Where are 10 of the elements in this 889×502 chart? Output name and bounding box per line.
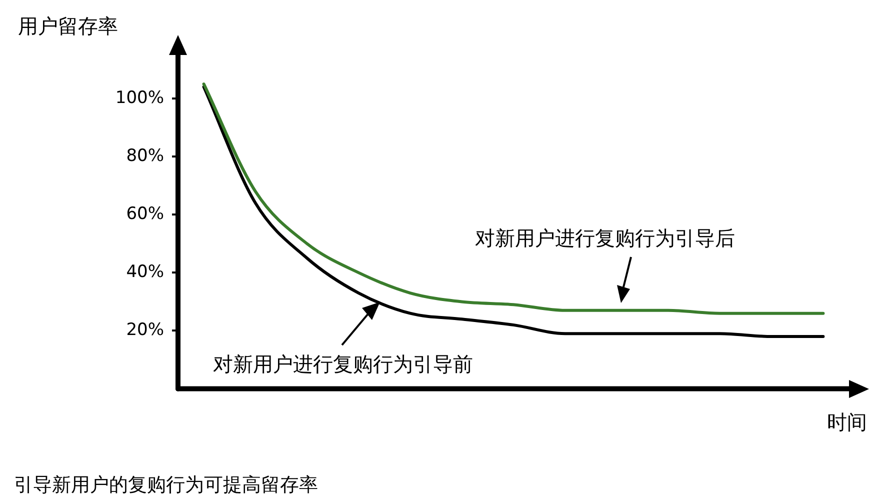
y-tick-label: 100%: [115, 88, 164, 108]
y-tick-label: 40%: [126, 262, 164, 282]
text: 引导新用户的复购行为可提高留存率: [14, 473, 318, 498]
y-tick-label: 60%: [126, 204, 164, 224]
x-axis-title: 时间: [827, 410, 867, 434]
y-tick-label: 80%: [126, 146, 164, 166]
y-axis-title: 用户留存率: [18, 14, 118, 38]
y-tick-label: 20%: [126, 320, 164, 340]
legend-label: 对新用户进行复购行为引导前: [213, 352, 473, 376]
text: 对新用户进行复购行为引导后: [475, 226, 735, 250]
